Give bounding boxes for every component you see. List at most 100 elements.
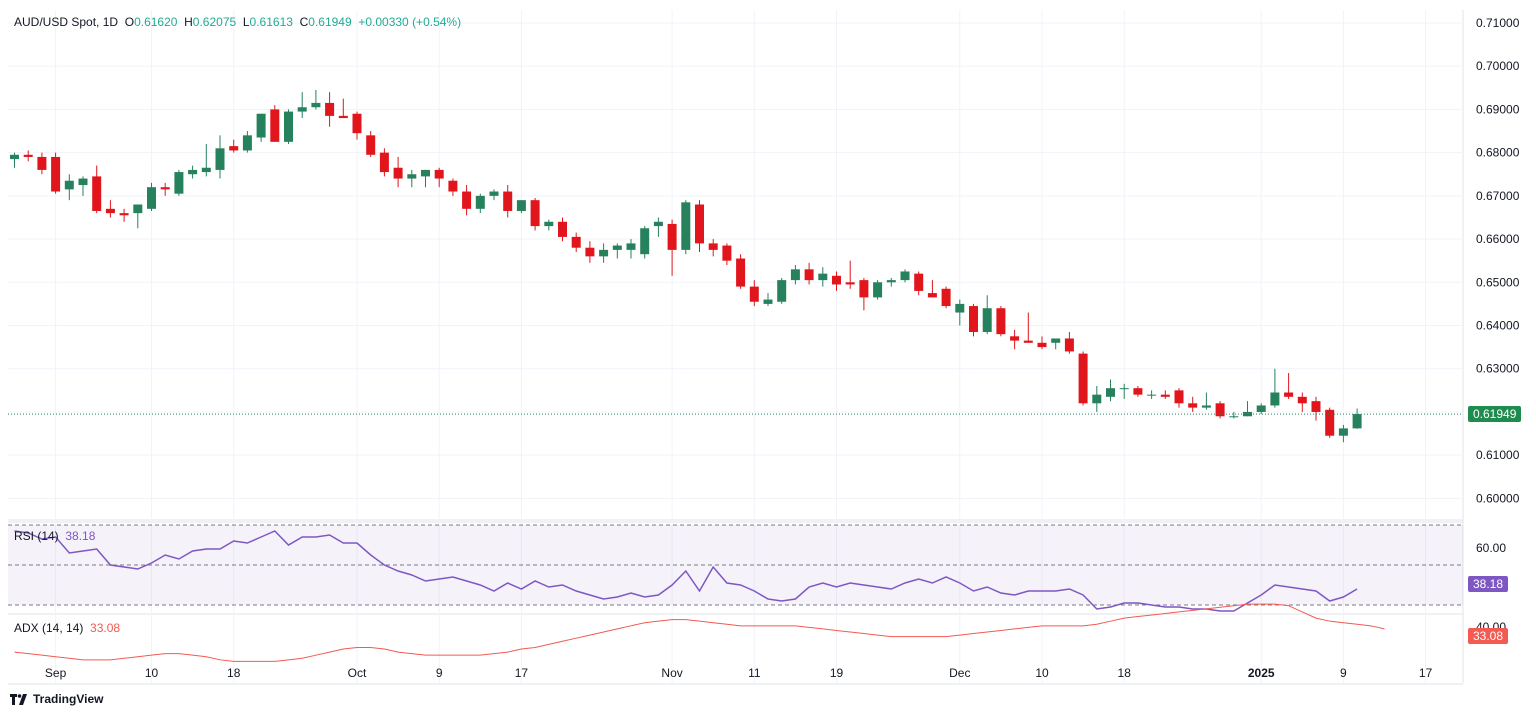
candle-up: [421, 169, 430, 177]
x-tick-label: 18: [227, 666, 241, 680]
candle-down: [1311, 401, 1321, 412]
candle-up: [886, 280, 896, 283]
y-tick-label: 0.67000: [1476, 189, 1520, 203]
candle-up: [147, 187, 156, 209]
candle-down: [448, 180, 458, 192]
y-tick-label: 0.69000: [1476, 102, 1520, 116]
candle-up: [1051, 338, 1061, 343]
x-tick-label: Sep: [45, 666, 67, 680]
y-tick-label: 0.68000: [1476, 146, 1520, 160]
high-value: 0.62075: [192, 15, 237, 29]
candle-up: [1201, 405, 1211, 408]
candle-up: [10, 154, 19, 160]
x-tick-label: 2025: [1248, 666, 1275, 680]
candle-down: [927, 293, 937, 298]
rsi-axis-label: 60.00: [1476, 541, 1507, 555]
candle-down: [1297, 396, 1307, 404]
adx-label: ADX (14, 14): [14, 621, 84, 635]
y-tick-label: 0.63000: [1476, 362, 1520, 376]
candle-down: [1188, 403, 1198, 408]
candle-up: [777, 280, 787, 302]
candle-down: [119, 213, 129, 216]
candles: [10, 89, 1362, 443]
candle-up: [1270, 392, 1280, 406]
candle-down: [37, 156, 47, 170]
candle-up: [1256, 405, 1266, 412]
adx-line: [14, 603, 1385, 662]
y-tick-label: 0.64000: [1476, 319, 1520, 333]
candle-up: [982, 308, 992, 332]
close-label: C: [299, 15, 309, 29]
candle-down: [105, 208, 115, 214]
candle-up: [188, 169, 198, 175]
candle-down: [51, 156, 61, 192]
candle-up: [475, 195, 485, 209]
candle-up: [311, 102, 321, 108]
low-label: L: [242, 15, 250, 29]
candle-up: [1092, 394, 1102, 404]
tradingview-logo-icon: [10, 693, 27, 705]
x-tick-label: Nov: [661, 666, 682, 680]
candle-up: [407, 174, 417, 179]
rsi-line: [14, 530, 1358, 612]
candle-up: [1338, 428, 1348, 436]
x-tick-label: 9: [1340, 666, 1347, 680]
candle-up: [626, 243, 636, 250]
candle-down: [736, 258, 746, 287]
candle-up: [215, 148, 225, 170]
candle-down: [585, 247, 595, 257]
change-value: +0.00330 (+0.54%): [358, 15, 462, 29]
rsi-badge: 38.18: [1468, 576, 1509, 592]
open-value: 0.61620: [134, 15, 178, 29]
price-badge: 0.61949: [1468, 406, 1522, 422]
adx-badge: 33.08: [1468, 628, 1509, 644]
tradingview-footer[interactable]: TradingView: [10, 692, 103, 706]
candle-up: [284, 111, 293, 142]
candle-up: [1229, 416, 1239, 418]
candle-down: [1078, 353, 1088, 404]
adx-value: 33.08: [90, 621, 121, 635]
candle-down: [352, 113, 362, 134]
candle-up: [818, 273, 828, 281]
candle-down: [749, 286, 759, 302]
open-label: O: [124, 15, 135, 29]
x-tick-label: Dec: [949, 666, 970, 680]
candle-up: [900, 271, 910, 281]
candle-down: [1174, 390, 1184, 404]
candle-down: [1215, 403, 1225, 417]
rsi-value: 38.18: [65, 529, 96, 543]
candle-up: [489, 191, 499, 196]
chart-legend: AUD/USD Spot, 1D O0.61620 H0.62075 L0.61…: [14, 15, 461, 29]
x-tick-label: 17: [1419, 666, 1433, 680]
x-tick-label: 11: [748, 666, 761, 680]
candle-up: [955, 303, 965, 313]
candle-down: [1133, 388, 1143, 395]
candle-down: [530, 200, 540, 227]
grid-lines: [8, 10, 1464, 685]
candle-up: [256, 113, 266, 138]
brand-name: TradingView: [33, 692, 104, 706]
candle-down: [325, 102, 335, 116]
candle-up: [64, 180, 74, 190]
candle-up: [681, 202, 691, 250]
candle-down: [503, 191, 513, 211]
y-tick-label: 0.71000: [1476, 16, 1520, 30]
candle-down: [722, 245, 732, 261]
candle-up: [78, 178, 88, 186]
high-label: H: [184, 15, 193, 29]
candle-down: [1023, 340, 1033, 343]
rsi-band: [8, 524, 1463, 606]
candle-down: [914, 273, 924, 291]
candle-up: [1106, 388, 1115, 397]
candle-down: [462, 191, 472, 209]
candle-down: [1010, 336, 1020, 341]
candle-down: [1325, 409, 1335, 436]
candle-down: [558, 221, 567, 237]
rsi-legend: RSI (14) 38.18: [14, 529, 95, 543]
candle-up: [133, 204, 143, 214]
candle-down: [92, 176, 102, 211]
candle-down: [804, 269, 814, 281]
rsi-line-group: [14, 530, 1358, 612]
candle-down: [708, 243, 718, 250]
